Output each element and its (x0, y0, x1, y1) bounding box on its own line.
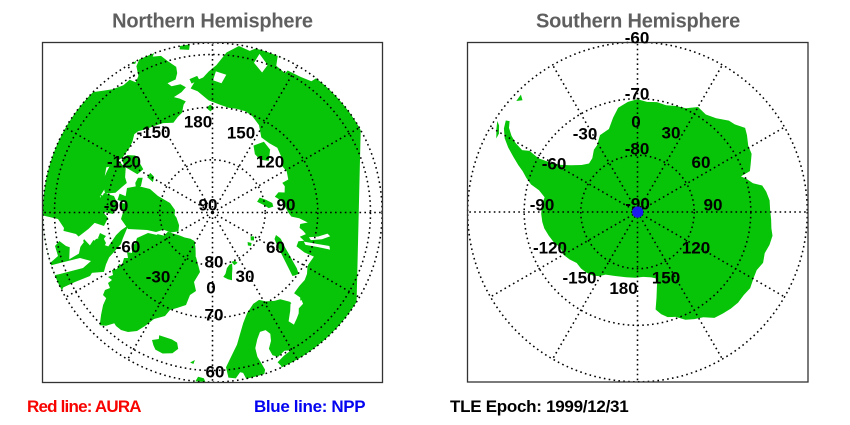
svg-text:80: 80 (205, 252, 224, 271)
svg-text:TLE Epoch: 1999/12/31: TLE Epoch: 1999/12/31 (450, 397, 628, 416)
svg-text:60: 60 (206, 362, 225, 381)
svg-text:-150: -150 (136, 123, 170, 142)
svg-text:-90: -90 (104, 196, 129, 215)
svg-text:Northern Hemisphere: Northern Hemisphere (112, 11, 313, 33)
svg-text:120: 120 (256, 152, 284, 171)
svg-text:30: 30 (236, 267, 255, 286)
svg-text:150: 150 (652, 268, 680, 287)
svg-text:90: 90 (199, 195, 218, 214)
svg-text:-120: -120 (533, 238, 567, 257)
svg-text:-30: -30 (146, 267, 171, 286)
svg-text:150: 150 (227, 123, 255, 142)
svg-text:90: 90 (277, 195, 296, 214)
svg-text:-60: -60 (116, 237, 141, 256)
svg-text:Southern Hemisphere: Southern Hemisphere (536, 11, 740, 33)
svg-text:-30: -30 (573, 124, 598, 143)
svg-text:-90: -90 (530, 195, 555, 214)
svg-text:-80: -80 (625, 139, 650, 158)
svg-text:-60: -60 (625, 28, 650, 47)
svg-text:0: 0 (206, 278, 215, 297)
svg-text:-150: -150 (562, 268, 596, 287)
svg-text:-70: -70 (625, 84, 650, 103)
svg-text:180: 180 (184, 112, 212, 131)
svg-text:-60: -60 (542, 154, 567, 173)
svg-text:60: 60 (692, 153, 711, 172)
svg-text:0: 0 (631, 112, 640, 131)
svg-text:Blue line: NPP: Blue line: NPP (254, 397, 365, 416)
svg-text:90: 90 (704, 195, 723, 214)
svg-text:120: 120 (682, 238, 710, 257)
svg-text:-90: -90 (625, 194, 650, 213)
svg-text:-120: -120 (107, 152, 141, 171)
svg-text:60: 60 (266, 238, 285, 257)
svg-text:70: 70 (205, 305, 224, 324)
svg-text:Red line: AURA: Red line: AURA (27, 397, 141, 416)
svg-text:180: 180 (609, 279, 637, 298)
svg-text:30: 30 (662, 123, 681, 142)
